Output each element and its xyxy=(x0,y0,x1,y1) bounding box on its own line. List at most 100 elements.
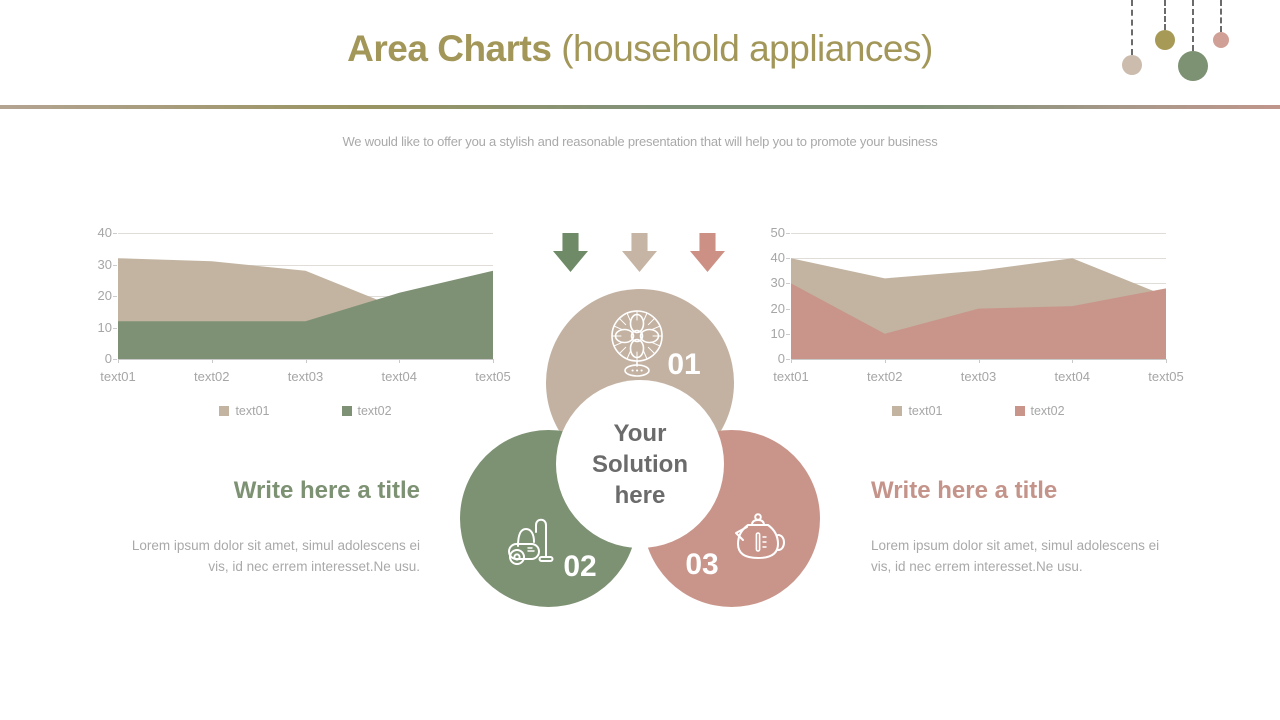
center-solution-label: Your Solution here xyxy=(592,419,688,509)
y-tick-label: 0 xyxy=(777,351,785,366)
ornament-string xyxy=(1192,0,1194,51)
x-tick-label: text03 xyxy=(287,369,324,384)
ornament-string xyxy=(1164,0,1166,30)
x-tick-label: text03 xyxy=(960,369,997,384)
page-title-suffix: (household appliances) xyxy=(551,28,933,69)
slide-subtitle: We would like to offer you a stylish and… xyxy=(342,134,938,149)
right-section-title: Write here a title xyxy=(871,477,1058,504)
right-text-block: Write here a title Lorem ipsum dolor sit… xyxy=(871,477,1171,578)
step-number-03: 03 xyxy=(685,548,719,581)
x-tick-label: text04 xyxy=(1054,369,1090,384)
chart-legend: text01 text02 xyxy=(118,404,493,418)
title-divider xyxy=(0,105,1280,109)
legend-item: text02 xyxy=(1014,404,1065,418)
y-tick-label: 40 xyxy=(770,250,785,266)
legend-swatch xyxy=(219,406,230,416)
kettle-icon xyxy=(726,509,788,565)
y-tick-mark xyxy=(786,308,790,310)
legend-label: text02 xyxy=(1030,404,1065,418)
y-tick-label: 50 xyxy=(770,225,785,240)
x-tick-label: text01 xyxy=(773,369,809,384)
legend-swatch xyxy=(1014,406,1025,416)
page-title: Area Charts (household appliances) xyxy=(0,28,1280,70)
x-tick-mark xyxy=(118,359,119,363)
y-tick-mark xyxy=(786,258,790,260)
down-arrow-icon xyxy=(690,233,725,272)
area-plot xyxy=(118,258,493,359)
y-tick-label: 10 xyxy=(97,319,112,335)
area-series-text02 xyxy=(118,270,493,359)
legend-item: text02 xyxy=(341,404,392,418)
x-tick-mark xyxy=(399,359,401,363)
x-tick-mark xyxy=(305,359,307,363)
legend-swatch xyxy=(341,406,352,416)
legend-label: text02 xyxy=(357,404,392,418)
y-tick-label: 30 xyxy=(97,256,112,272)
x-tick-mark xyxy=(211,359,213,363)
green-ball-icon xyxy=(1178,51,1208,81)
y-tick-mark xyxy=(113,296,117,297)
left-area-chart: 0 10 20 30 40 text01 text02 text03 text04 text05 t… xyxy=(98,225,511,418)
fan-icon xyxy=(604,306,670,380)
left-section-title: Write here a title xyxy=(233,477,420,504)
gridline xyxy=(118,264,493,266)
left-section-body: Lorem ipsum dolor sit amet, simul adoles… xyxy=(131,538,420,575)
ornament-olive-ball xyxy=(1155,0,1175,50)
y-tick-mark xyxy=(113,233,117,234)
y-tick-label: 10 xyxy=(770,325,785,341)
y-tick-label: 40 xyxy=(97,225,112,240)
y-tick-mark xyxy=(786,233,790,234)
gridline xyxy=(118,233,493,234)
page-title-emphasis: Area Charts xyxy=(347,28,552,69)
area-plot xyxy=(791,258,1166,359)
x-tick-mark xyxy=(791,359,792,363)
y-tick-label: 20 xyxy=(97,288,112,303)
olive-ball-icon xyxy=(1155,30,1175,50)
x-tick-label: text04 xyxy=(381,369,417,384)
chart-legend: text01 text02 xyxy=(791,404,1166,418)
y-tick-mark xyxy=(113,264,117,266)
y-tick-label: 20 xyxy=(770,300,785,316)
step-number-02: 02 xyxy=(563,550,597,583)
x-tick-label: text05 xyxy=(475,369,511,384)
ornament-green-ball xyxy=(1178,0,1208,81)
gridline xyxy=(791,258,1166,260)
center-solution-circle: Your Solution here xyxy=(556,380,724,548)
right-section-body: Lorem ipsum dolor sit amet, simul adoles… xyxy=(871,538,1160,575)
y-tick-mark xyxy=(113,327,117,329)
ornament-beige-ball xyxy=(1122,0,1142,75)
x-tick-label: text02 xyxy=(194,369,230,384)
x-tick-mark xyxy=(884,359,886,363)
x-tick-mark xyxy=(1072,359,1074,363)
vacuum-cleaner-icon xyxy=(501,508,563,568)
legend-label: text01 xyxy=(235,404,270,418)
legend-label: text01 xyxy=(908,404,943,418)
y-tick-mark xyxy=(113,359,117,360)
x-tick-mark xyxy=(978,359,980,363)
y-tick-label: 0 xyxy=(104,351,112,366)
step-number-01: 01 xyxy=(667,348,701,381)
right-area-chart: 0 10 20 30 40 50 text01 text02 text03 text04 text0… xyxy=(771,225,1184,418)
x-tick-mark xyxy=(1166,359,1167,363)
gridline xyxy=(791,233,1166,234)
y-tick-mark xyxy=(786,333,790,335)
x-tick-label: text02 xyxy=(867,369,903,384)
left-text-block: Write here a title Lorem ipsum dolor sit… xyxy=(120,477,420,578)
pink-ball-icon xyxy=(1213,32,1229,48)
ornament-string xyxy=(1131,0,1133,55)
legend-item: text01 xyxy=(219,404,270,418)
down-arrow-icon xyxy=(553,233,588,272)
x-tick-label: text01 xyxy=(100,369,136,384)
legend-item: text01 xyxy=(892,404,943,418)
area-series-text02 xyxy=(791,283,1166,359)
y-tick-label: 30 xyxy=(770,275,785,291)
ornament-string xyxy=(1220,0,1222,32)
y-tick-mark xyxy=(786,359,790,360)
x-tick-mark xyxy=(493,359,494,363)
ornament-pink-ball xyxy=(1213,0,1229,48)
legend-swatch xyxy=(892,406,903,416)
down-arrow-icon xyxy=(622,233,657,272)
y-tick-mark xyxy=(786,283,790,285)
beige-ball-icon xyxy=(1122,55,1142,75)
